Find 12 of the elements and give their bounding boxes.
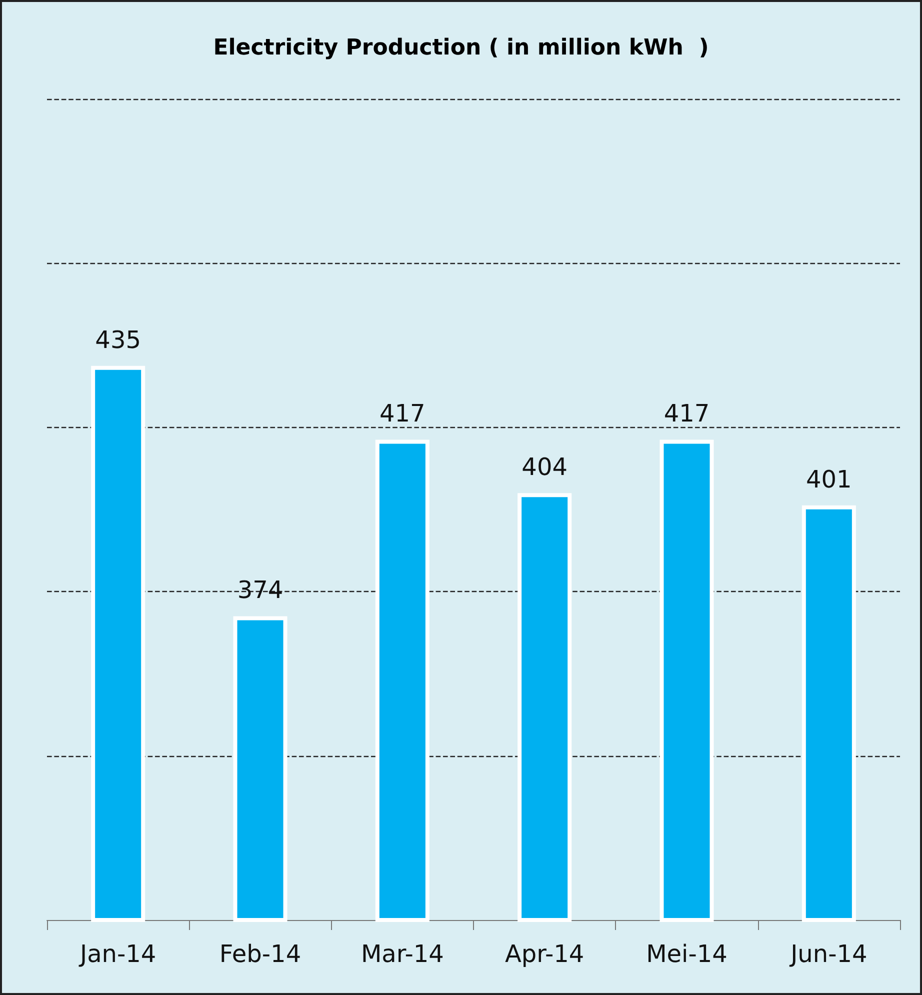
data-label: 435	[95, 326, 141, 354]
x-tick-label: Mei-14	[646, 940, 728, 968]
x-tick-label: Mar-14	[360, 940, 444, 968]
x-tick-label: Feb-14	[219, 940, 302, 968]
data-label: 417	[380, 400, 426, 428]
x-tick-label: Jun-14	[788, 940, 868, 968]
data-label: 404	[522, 453, 568, 482]
data-label: 401	[806, 465, 852, 494]
chart-title: Electricity Production ( in million kWh )	[213, 36, 709, 60]
data-label: 417	[664, 400, 710, 428]
x-tick-label: Jan-14	[78, 940, 156, 968]
x-tick-label: Apr-14	[504, 940, 584, 968]
